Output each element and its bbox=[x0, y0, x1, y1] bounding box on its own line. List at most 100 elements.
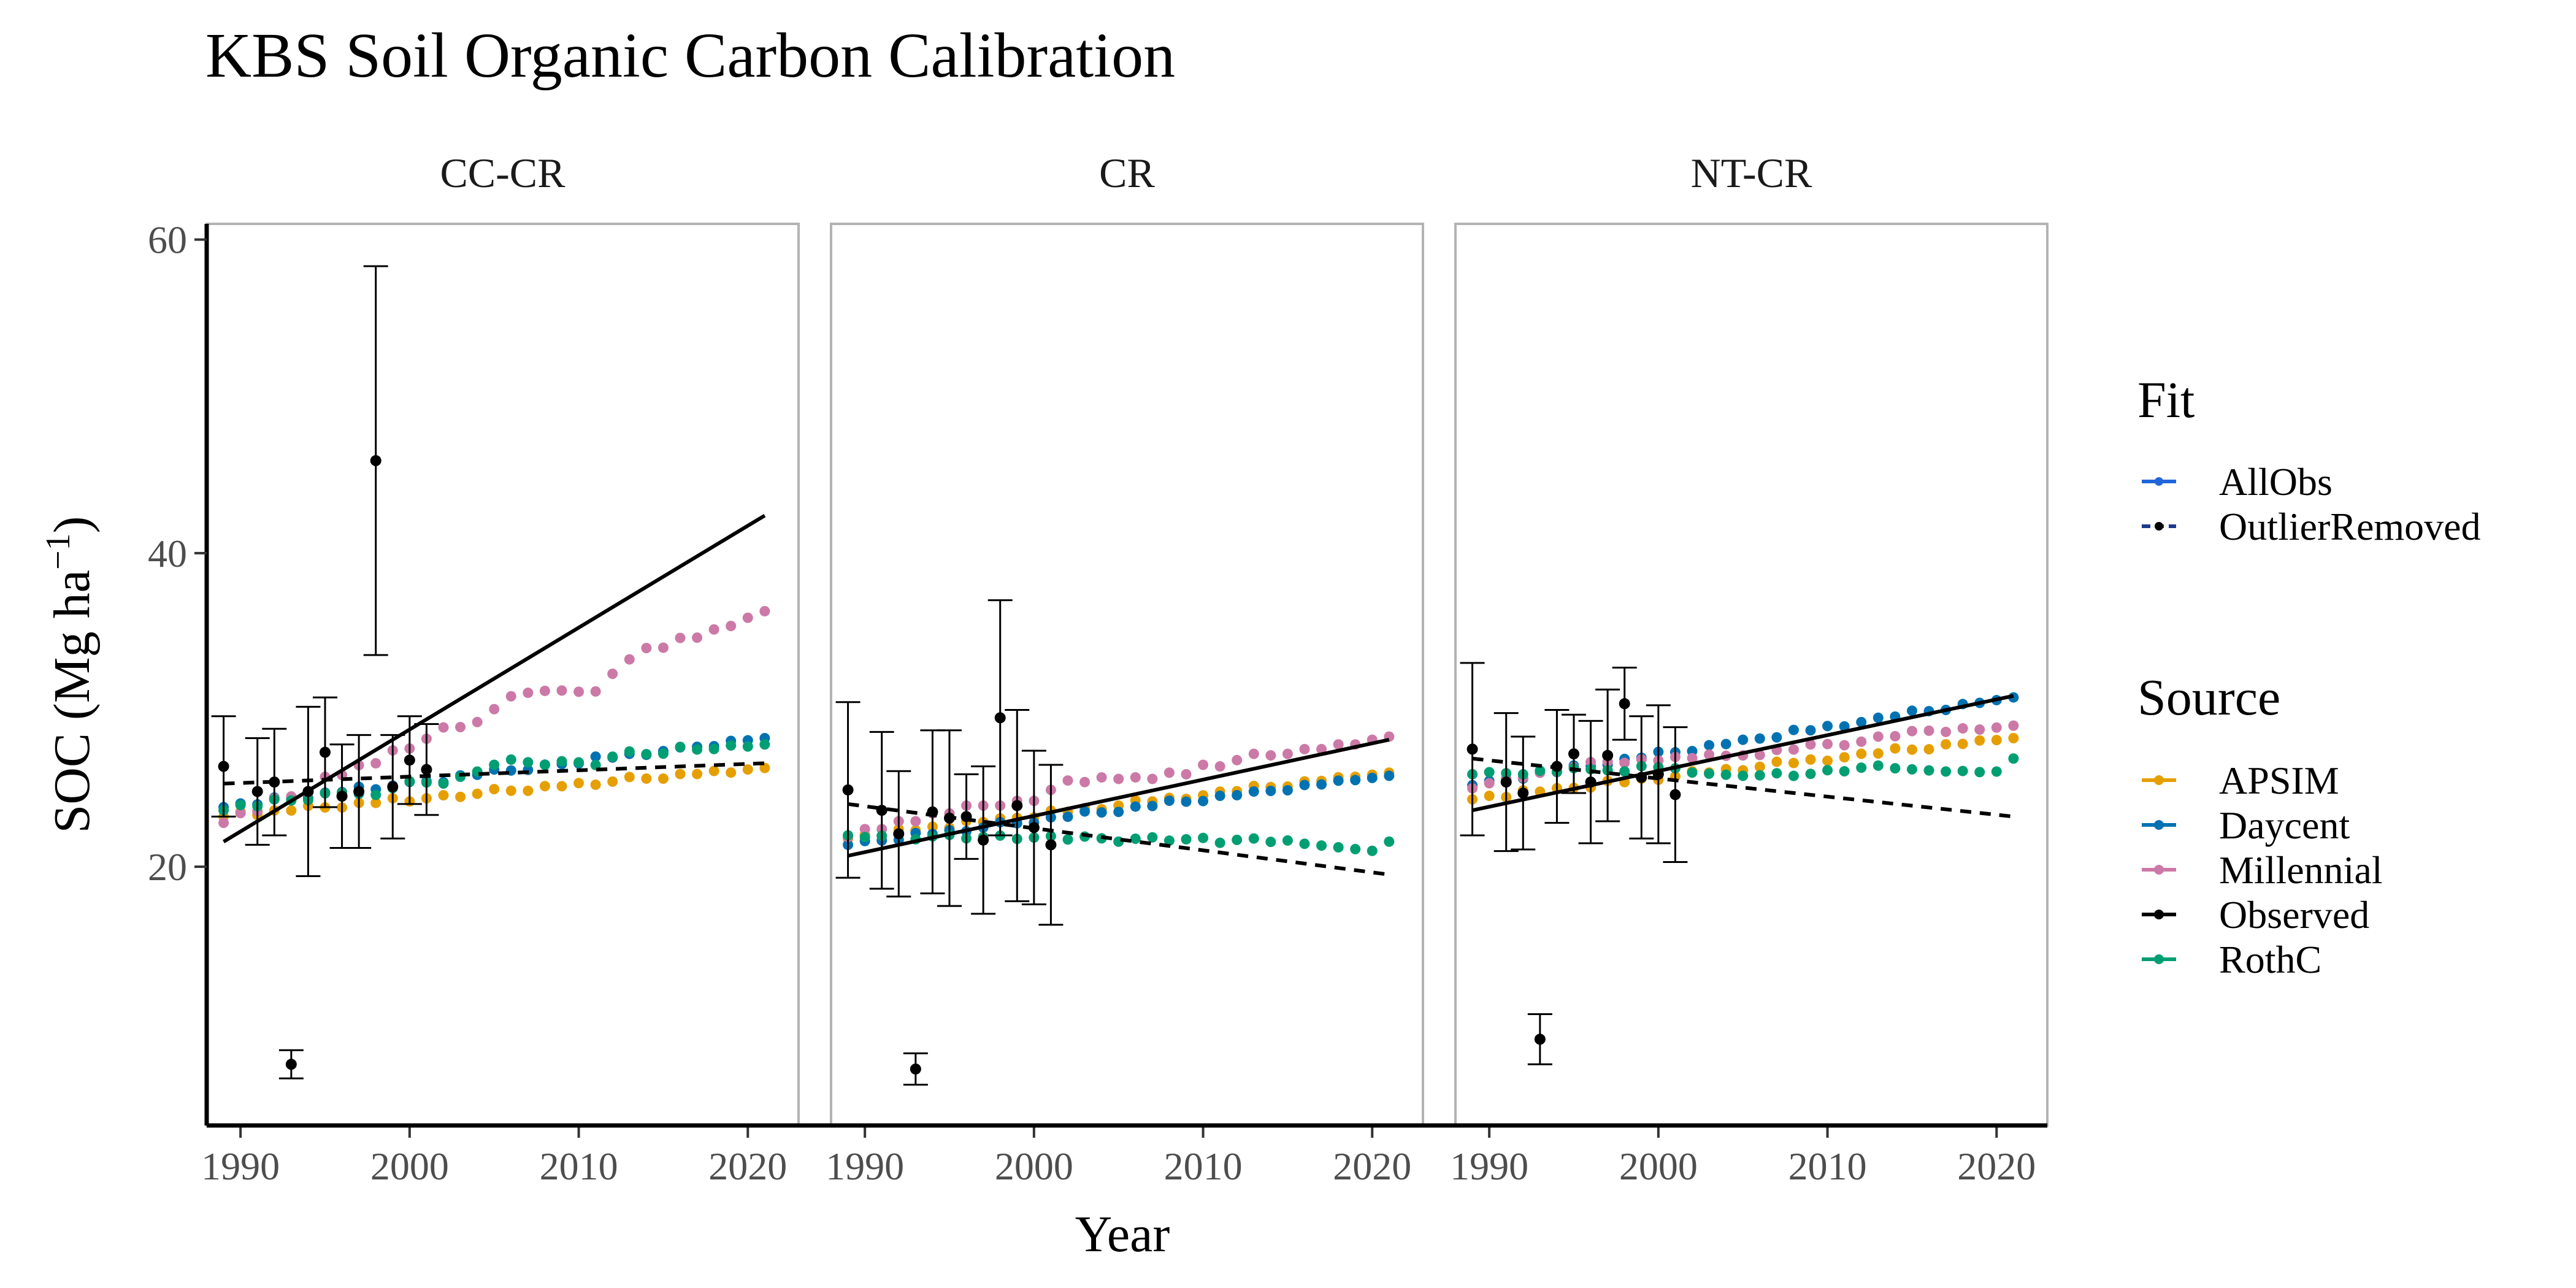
legend-source-key-dot bbox=[2154, 820, 2164, 830]
y-axis-title-close: ) bbox=[44, 516, 101, 534]
point-apsim bbox=[759, 762, 770, 773]
point-rothc bbox=[1130, 833, 1141, 844]
legend-source-key-dot bbox=[2154, 775, 2164, 785]
point-observed bbox=[302, 786, 314, 797]
point-millennial bbox=[1856, 736, 1867, 747]
y-tick-label: 60 bbox=[148, 218, 187, 262]
point-apsim bbox=[286, 805, 297, 816]
point-millennial bbox=[1248, 748, 1259, 759]
legend-source-item: Daycent bbox=[2142, 803, 2350, 847]
point-millennial bbox=[1333, 739, 1344, 750]
point-millennial bbox=[438, 722, 449, 733]
point-rothc bbox=[1991, 766, 2002, 777]
point-daycent bbox=[1130, 801, 1141, 812]
point-rothc bbox=[1333, 842, 1344, 853]
point-millennial bbox=[1113, 773, 1124, 784]
x-tick-label: 2000 bbox=[995, 1144, 1073, 1188]
point-rothc bbox=[1738, 770, 1749, 781]
point-rothc bbox=[1974, 767, 1985, 778]
point-apsim bbox=[438, 790, 449, 801]
point-observed bbox=[994, 712, 1006, 724]
x-tick-label: 2010 bbox=[1788, 1144, 1867, 1188]
legend-source-title: Source bbox=[2137, 669, 2280, 726]
point-daycent bbox=[1704, 740, 1715, 751]
point-millennial bbox=[1299, 743, 1310, 754]
panel-cr: CR 1990 2000 2010 2020 bbox=[826, 150, 1424, 1188]
point-rothc bbox=[1265, 837, 1276, 848]
legend-fit-title: Fit bbox=[2137, 372, 2195, 429]
point-apsim bbox=[675, 769, 686, 780]
point-apsim bbox=[539, 781, 550, 792]
point-millennial bbox=[1991, 722, 2002, 733]
point-millennial bbox=[1923, 725, 1934, 736]
point-observed bbox=[1602, 749, 1614, 761]
y-tick-label: 40 bbox=[148, 532, 187, 575]
point-millennial bbox=[1974, 724, 1985, 735]
series-observed bbox=[835, 599, 1064, 1086]
point-millennial bbox=[1147, 773, 1158, 784]
point-rothc bbox=[1181, 834, 1192, 845]
point-millennial bbox=[370, 758, 381, 769]
point-rothc bbox=[523, 757, 534, 768]
point-observed bbox=[978, 834, 989, 846]
point-rothc bbox=[1214, 837, 1225, 848]
point-rothc bbox=[1535, 765, 1546, 776]
point-daycent bbox=[1265, 786, 1276, 797]
point-rothc bbox=[489, 759, 500, 770]
point-apsim bbox=[641, 773, 652, 784]
y-axis: 20 40 60 bbox=[148, 218, 2047, 1128]
point-daycent bbox=[1873, 712, 1884, 723]
point-rothc bbox=[1788, 770, 1799, 781]
point-observed bbox=[1500, 776, 1512, 788]
point-millennial bbox=[675, 632, 686, 643]
point-apsim bbox=[455, 791, 466, 802]
x-tick-label: 1990 bbox=[201, 1144, 280, 1188]
point-rothc bbox=[742, 741, 753, 752]
point-rothc bbox=[1299, 838, 1310, 849]
legend-source-label: Observed bbox=[2219, 893, 2369, 937]
point-observed bbox=[910, 1063, 921, 1075]
fit-allobs-line bbox=[847, 738, 1390, 858]
point-millennial bbox=[1839, 740, 1850, 751]
point-rothc bbox=[235, 800, 246, 811]
legend-source-label: APSIM bbox=[2219, 759, 2339, 802]
point-millennial bbox=[1163, 767, 1175, 778]
point-daycent bbox=[1805, 725, 1816, 736]
point-daycent bbox=[1822, 721, 1833, 732]
series-observed bbox=[1460, 662, 1688, 1065]
point-rothc bbox=[1957, 765, 1968, 776]
point-daycent bbox=[1367, 772, 1378, 783]
panel-strip-label: CC-CR bbox=[440, 150, 565, 196]
x-tick-label: 1990 bbox=[1450, 1144, 1528, 1188]
fit-allobs-line bbox=[223, 513, 766, 843]
point-observed bbox=[944, 812, 955, 824]
point-apsim bbox=[1822, 755, 1833, 766]
point-millennial bbox=[1265, 750, 1276, 761]
point-observed bbox=[960, 811, 972, 822]
point-rothc bbox=[1720, 769, 1731, 780]
point-millennial bbox=[657, 642, 669, 653]
point-rothc bbox=[1822, 765, 1833, 776]
point-millennial bbox=[1890, 730, 1901, 742]
point-rothc bbox=[1771, 768, 1782, 779]
fit-allobs-line bbox=[1471, 694, 2014, 813]
point-millennial bbox=[607, 669, 618, 680]
point-daycent bbox=[1316, 779, 1327, 790]
x-tick-label: 1990 bbox=[826, 1144, 904, 1188]
point-millennial bbox=[1181, 769, 1192, 780]
point-observed bbox=[1028, 822, 1040, 834]
point-daycent bbox=[1839, 721, 1850, 732]
point-rothc bbox=[1282, 835, 1293, 846]
point-millennial bbox=[1805, 739, 1816, 750]
point-rothc bbox=[1062, 834, 1073, 845]
point-apsim bbox=[1923, 744, 1934, 755]
legend-source-label: RothC bbox=[2219, 938, 2321, 981]
point-apsim bbox=[1873, 748, 1884, 759]
point-apsim bbox=[692, 769, 703, 780]
point-rothc bbox=[1805, 769, 1816, 780]
legend-fit-key-dot bbox=[2155, 477, 2163, 486]
point-rothc bbox=[759, 739, 770, 750]
point-millennial bbox=[2008, 720, 2019, 731]
fit-outlier-removed-line bbox=[848, 802, 1390, 876]
